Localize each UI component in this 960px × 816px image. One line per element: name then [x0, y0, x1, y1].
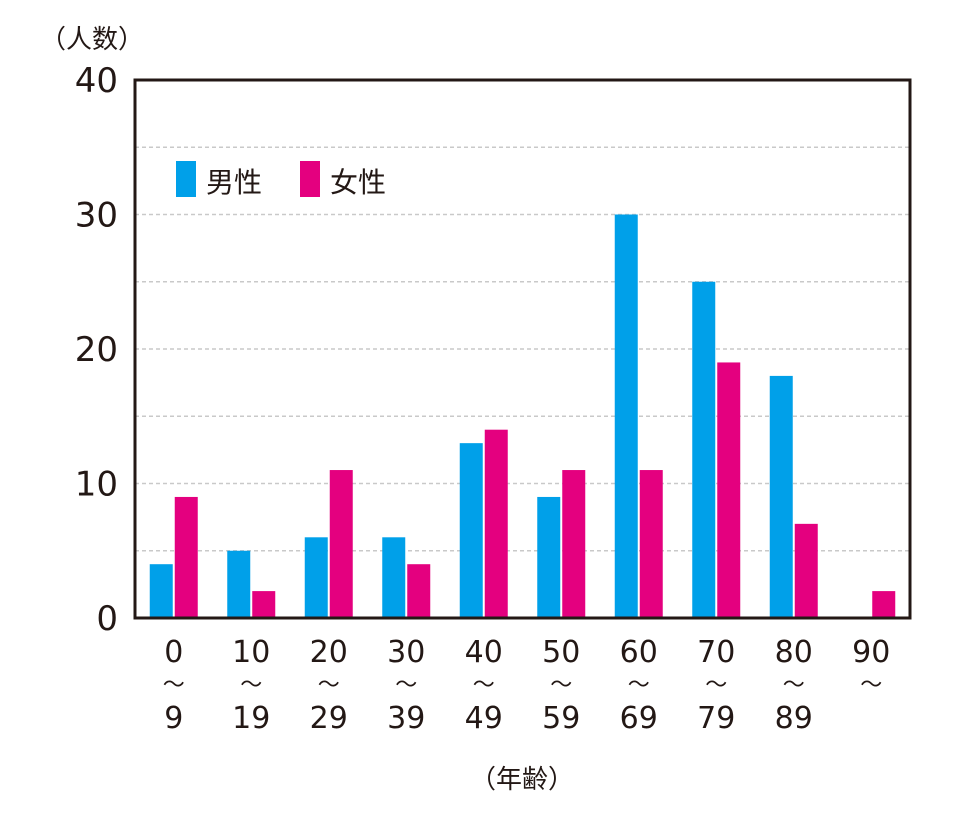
bar-female: [639, 470, 663, 618]
x-tick-label: 〜: [550, 673, 572, 698]
x-tick-label: 〜: [395, 673, 417, 698]
x-tick-label: 〜: [163, 673, 185, 698]
y-axis-title: （人数）: [40, 25, 144, 55]
x-tick-label: 89: [775, 701, 813, 736]
x-tick-label: 40: [465, 635, 503, 670]
x-tick-label: 60: [620, 635, 658, 670]
x-axis-title: （年齢）: [470, 765, 574, 795]
x-tick-label: 〜: [705, 673, 727, 698]
y-tick-label: 30: [75, 196, 118, 236]
x-tick-label: 0: [164, 635, 183, 670]
x-tick-label: 69: [620, 701, 658, 736]
bars: [149, 214, 896, 618]
x-tick-label: 〜: [628, 673, 650, 698]
x-tick-label: 80: [775, 635, 813, 670]
plot-frame: [133, 78, 912, 620]
bar-female: [484, 429, 508, 618]
bar-male: [304, 537, 328, 618]
x-tick-label: 〜: [318, 673, 340, 698]
legend-swatch-female: [300, 161, 320, 197]
x-tick-label: 9: [164, 701, 183, 736]
bar-female: [407, 564, 431, 618]
x-tick-label: 30: [387, 635, 425, 670]
x-tick-labels: 0 〜 9 10 〜 19 20 〜 29 30 〜 39 40 〜 49 50 〜 59 60 〜 69 70 〜 79 80…: [163, 635, 891, 736]
bar-male: [459, 443, 483, 618]
x-tick-label: 39: [387, 701, 425, 736]
bar-male: [227, 550, 251, 618]
x-tick-label: 59: [542, 701, 580, 736]
bar-male: [692, 281, 716, 618]
x-tick-label: 29: [310, 701, 348, 736]
y-tick-labels: 0 10 20 30 40: [75, 61, 118, 639]
x-tick-label: 10: [232, 635, 270, 670]
bar-female: [562, 470, 586, 618]
x-tick-label: 49: [465, 701, 503, 736]
bar-male: [537, 496, 561, 618]
y-tick-label: 10: [75, 465, 118, 505]
y-tick-label: 40: [75, 61, 118, 101]
x-tick-label: 70: [697, 635, 735, 670]
x-tick-label: 90: [852, 635, 890, 670]
bar-female: [717, 362, 741, 618]
bar-male: [149, 564, 173, 618]
legend-label-female: 女性: [330, 166, 386, 199]
x-tick-label: 〜: [473, 673, 495, 698]
bar-female: [252, 591, 276, 618]
x-tick-label: 50: [542, 635, 580, 670]
legend: 男性 女性: [176, 161, 386, 199]
legend-label-male: 男性: [206, 166, 262, 199]
y-tick-label: 20: [75, 330, 118, 370]
x-tick-label: 19: [232, 701, 270, 736]
y-tick-label: 0: [96, 599, 118, 639]
x-tick-label: 〜: [783, 673, 805, 698]
bar-female: [794, 523, 818, 618]
x-tick-label: 20: [310, 635, 348, 670]
x-tick-label: 〜: [860, 673, 882, 698]
bar-female: [174, 496, 198, 618]
bar-male: [769, 375, 793, 618]
x-tick-label: 〜: [240, 673, 262, 698]
bar-male: [382, 537, 406, 618]
x-tick-label: 79: [697, 701, 735, 736]
bar-female: [329, 470, 353, 618]
gridlines: [135, 146, 910, 552]
bar-female: [872, 591, 896, 618]
bar-male: [614, 214, 638, 618]
legend-swatch-male: [176, 161, 196, 197]
